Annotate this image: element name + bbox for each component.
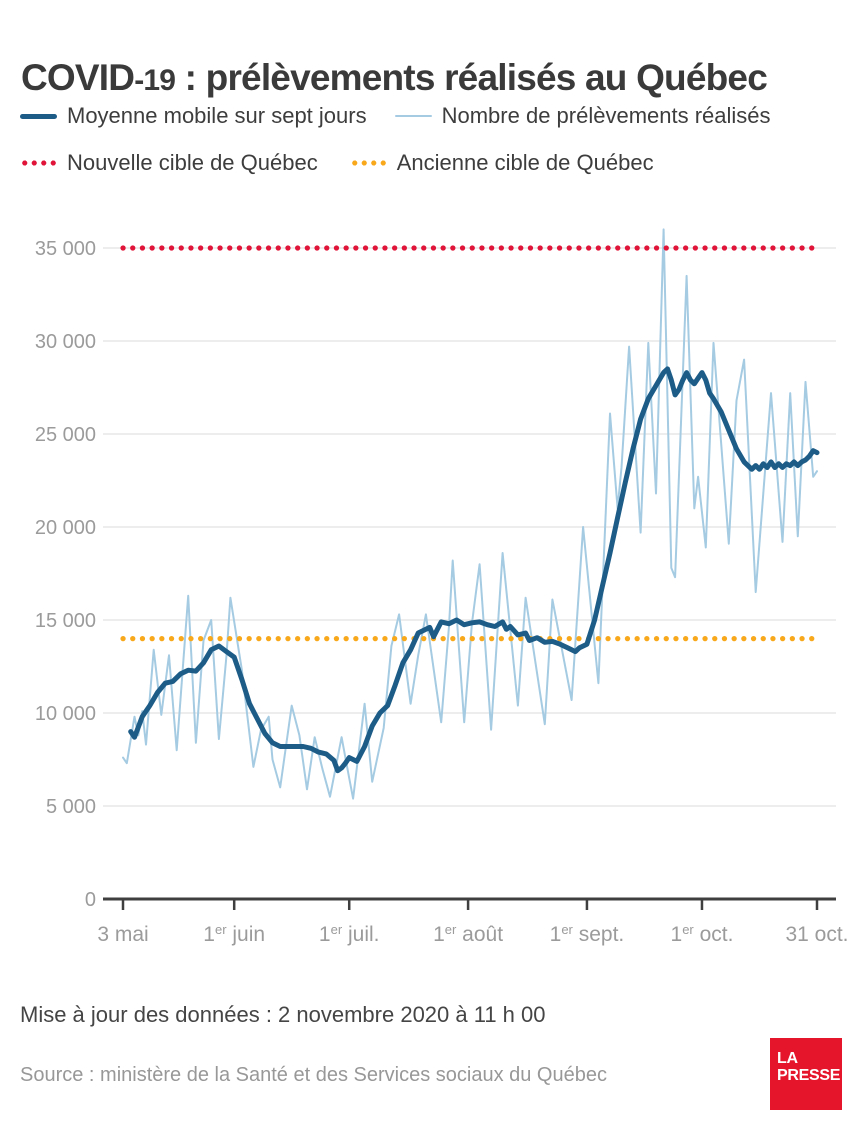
new-target-dots-icon xyxy=(20,160,57,166)
legend-label-new-target: Nouvelle cible de Québec xyxy=(67,150,318,175)
legend-label-daily-count: Nombre de prélèvements réalisés xyxy=(441,103,771,128)
x-tick-label: 1er sept. xyxy=(550,922,625,946)
legend-item-moving-average: Moyenne mobile sur sept jours xyxy=(20,103,367,129)
title-covid: COVID xyxy=(21,56,135,98)
legend-item-old-target: Ancienne cible de Québec xyxy=(349,150,654,176)
y-tick-label: 30 000 xyxy=(35,331,96,353)
chart-legend: Moyenne mobile sur sept jours Nombre de … xyxy=(20,101,840,195)
series-average-line xyxy=(128,366,820,774)
page-title: COVID-19 : prélèvements réalisés au Québ… xyxy=(21,53,846,106)
logo-line2: PRESSE xyxy=(777,1067,841,1084)
data-updated-note: Mise à jour des données : 2 novembre 202… xyxy=(20,1002,546,1027)
old-target-dots-icon xyxy=(349,160,387,166)
y-tick-label: 20 000 xyxy=(35,517,96,539)
legend-label-old-target: Ancienne cible de Québec xyxy=(396,150,654,175)
y-tick-label: 35 000 xyxy=(35,238,96,260)
legend-item-daily-count: Nombre de prélèvements réalisés xyxy=(394,103,771,129)
legend-item-new-target: Nouvelle cible de Québec xyxy=(20,150,318,176)
x-tick-label: 1er juil. xyxy=(319,922,380,946)
source-note: Source : ministère de la Santé et des Se… xyxy=(20,1064,607,1086)
x-tick-label: 31 oct. xyxy=(785,923,848,946)
legend-label-moving-average: Moyenne mobile sur sept jours xyxy=(67,103,367,128)
legend-row-series: Moyenne mobile sur sept jours Nombre de … xyxy=(20,101,840,131)
la-presse-logo: LA PRESSE xyxy=(770,1038,842,1110)
series-daily-line xyxy=(122,228,818,800)
legend-row-targets: Nouvelle cible de Québec Ancienne cible … xyxy=(20,148,840,178)
x-tick-label: 1er août xyxy=(433,922,503,946)
y-tick-label: 5 000 xyxy=(46,796,96,818)
moving-average-swatch-icon xyxy=(20,113,57,119)
y-tick-label: 25 000 xyxy=(35,424,96,446)
y-tick-label: 15 000 xyxy=(35,610,96,632)
x-tick-label: 1er oct. xyxy=(671,922,734,946)
title-19: -19 xyxy=(134,63,176,97)
title-rest: : prélèvements réalisés au Québec xyxy=(175,56,768,98)
logo-line1: LA xyxy=(777,1050,798,1067)
y-tick-label: 10 000 xyxy=(35,703,96,725)
x-tick-label: 3 mai xyxy=(97,923,148,946)
y-tick-label: 0 xyxy=(85,889,96,911)
x-tick-label: 1er juin xyxy=(203,922,265,946)
daily-count-swatch-icon xyxy=(394,114,432,118)
